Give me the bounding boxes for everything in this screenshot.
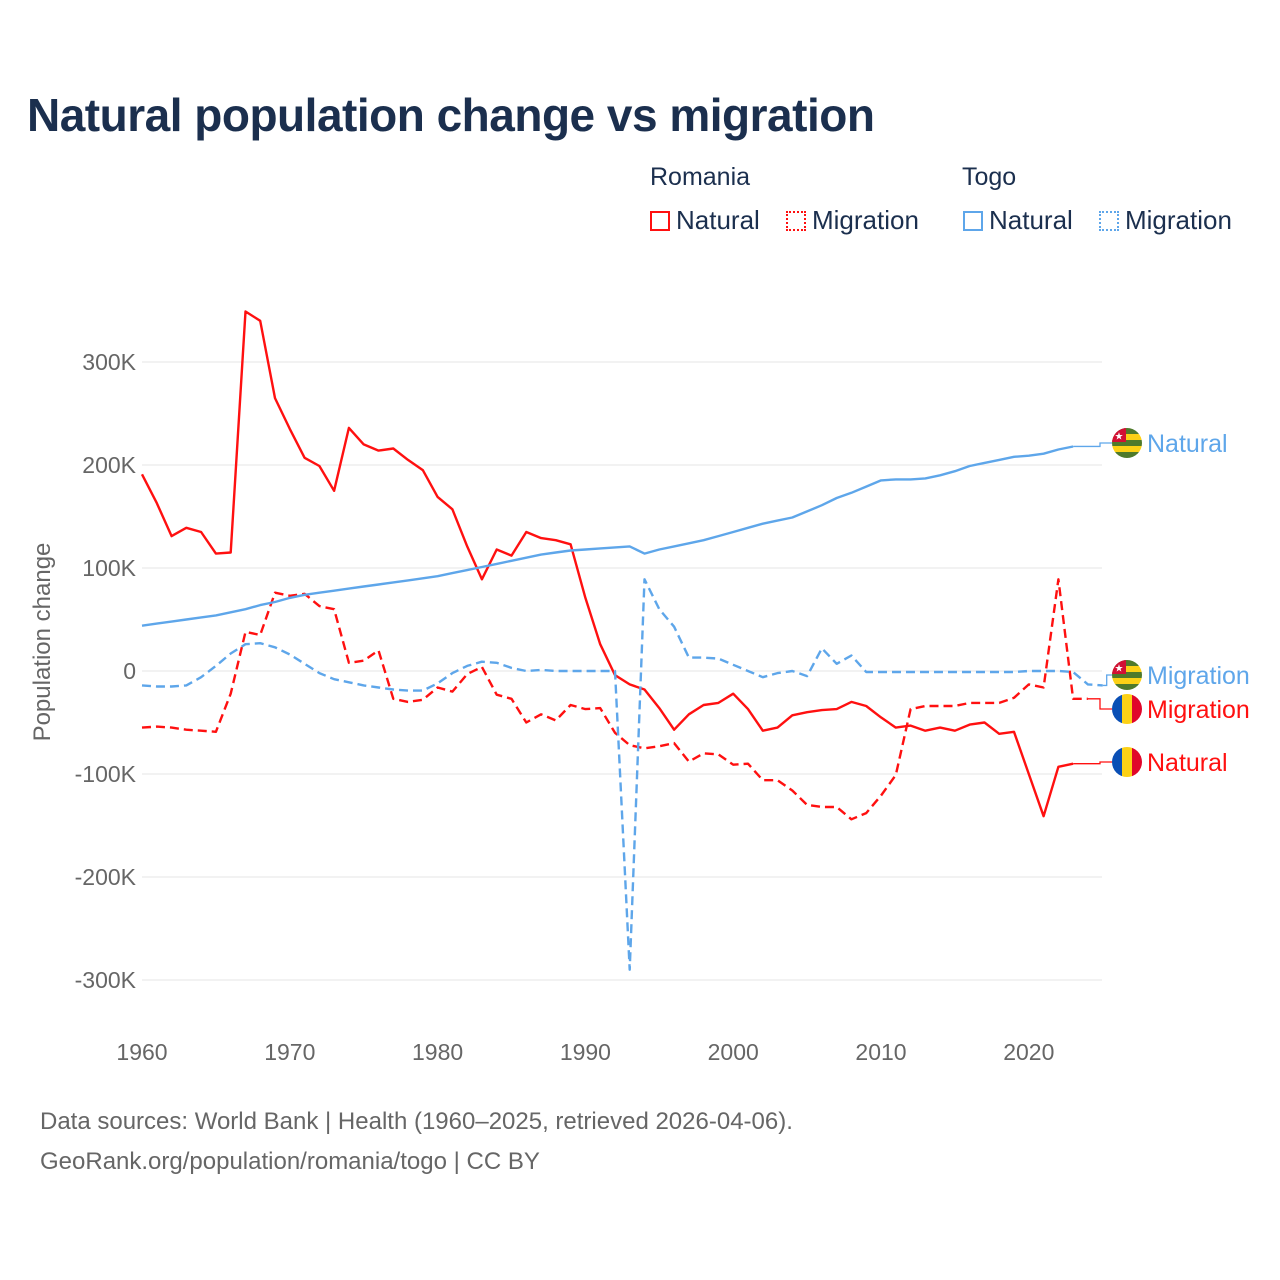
x-tick-label: 1990 [560,1039,611,1065]
x-tick-label: 2020 [1003,1039,1054,1065]
legend-swatch-solid-red [650,210,670,231]
legend-swatch-solid-blue [963,210,983,231]
togo-flag-icon: ★ [1112,428,1142,458]
x-tick-label: 2010 [855,1039,906,1065]
y-tick-label: 300K [82,349,136,375]
legend-togo-migration[interactable]: Migration [1099,205,1232,236]
y-tick-label: -100K [75,761,137,787]
y-tick-label: -300K [75,967,137,993]
x-tick-label: 1960 [116,1039,167,1065]
label-connector [1087,698,1112,710]
legend-label: Natural [676,205,760,235]
svg-text:★: ★ [1115,432,1124,443]
end-label-romania-natural: Natural [1147,749,1228,777]
x-tick-label: 2000 [708,1039,759,1065]
series-line-togo-migration[interactable] [141,578,1103,971]
end-label-togo-natural: Natural [1147,430,1228,458]
legend-group-romania: Romania [650,163,751,191]
series-line-romania-natural[interactable] [140,310,1074,818]
legend-romania-migration[interactable]: Migration [786,205,919,236]
legend-swatch-dotted-red [786,210,806,231]
legend-label: Migration [1125,205,1232,235]
label-connector [1073,761,1112,765]
end-label-togo-migration: Migration [1147,662,1250,690]
legend-swatch-dotted-blue [1099,210,1119,231]
legend-togo-natural[interactable]: Natural [963,205,1073,236]
legend-label: Migration [812,205,919,235]
y-tick-label: 100K [82,555,136,581]
end-label-romania-migration: Migration [1147,696,1250,724]
label-connector [1102,674,1112,687]
togo-flag-icon: ★ [1112,660,1142,690]
legend-romania-natural[interactable]: Natural [650,205,760,236]
label-connector [1073,442,1112,448]
chart-title: Natural population change vs migration [27,89,875,141]
legend-label: Natural [989,205,1073,235]
y-tick-label: -200K [75,864,137,890]
source-line: Data sources: World Bank | Health (1960–… [40,1108,793,1135]
romania-flag-icon [1112,694,1142,724]
y-tick-label: 0 [123,658,136,684]
x-tick-label: 1980 [412,1039,463,1065]
svg-text:★: ★ [1115,664,1124,675]
y-axis-label: Population change [29,543,56,742]
series-line-romania-migration[interactable] [141,578,1088,821]
romania-flag-icon [1112,747,1142,777]
series-line-togo-natural[interactable] [141,445,1074,627]
legend-group-togo: Togo [962,163,1017,191]
x-tick-label: 1970 [264,1039,315,1065]
attribution-line: GeoRank.org/population/romania/togo | CC… [40,1148,540,1175]
y-tick-label: 200K [82,452,136,478]
